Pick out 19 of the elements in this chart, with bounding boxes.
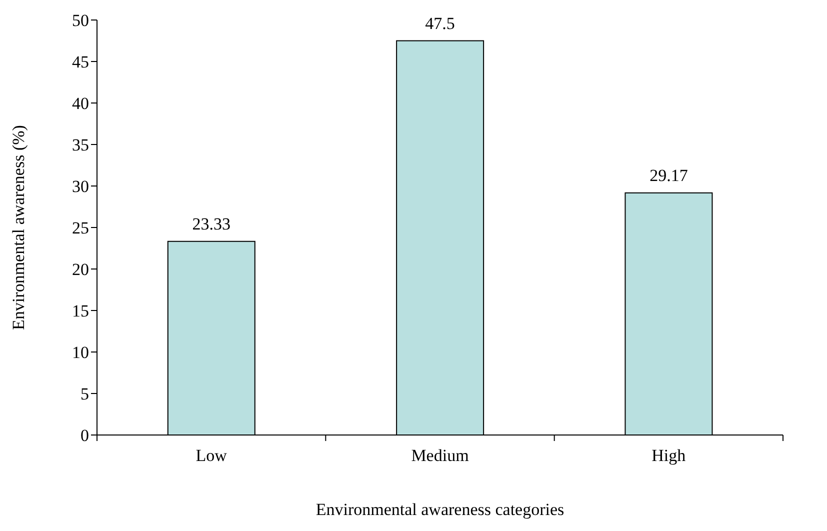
- x-tick-label: High: [652, 446, 686, 465]
- y-tick-label: 25: [72, 218, 89, 238]
- y-axis-title: Environmental awareness (%): [9, 125, 28, 330]
- y-tick-label: 10: [72, 343, 89, 362]
- y-tick-label: 20: [72, 260, 89, 280]
- y-tick-label: 40: [72, 94, 89, 114]
- y-tick-label: 0: [80, 426, 89, 446]
- x-axis-title: Environmental awareness categories: [316, 500, 564, 519]
- x-tick-label: Low: [196, 446, 228, 465]
- y-tick-label: 5: [80, 384, 89, 404]
- y-tick-label: 30: [72, 177, 89, 196]
- y-tick-label: 50: [72, 11, 89, 30]
- data-label: 29.17: [650, 166, 688, 185]
- y-tick-label: 45: [72, 52, 89, 72]
- x-tick-label: Medium: [411, 446, 469, 465]
- data-label: 23.33: [192, 214, 231, 234]
- data-label: 47.5: [425, 14, 455, 33]
- y-tick-label: 35: [72, 136, 89, 155]
- y-tick-label: 15: [72, 302, 89, 321]
